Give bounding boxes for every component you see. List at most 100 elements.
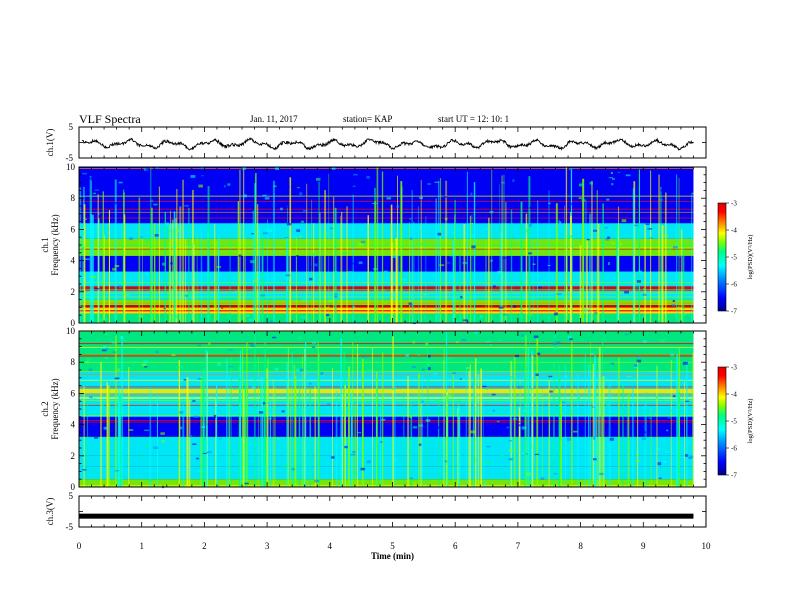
ch2-speckle <box>548 375 553 378</box>
ch2-speckle <box>642 431 647 434</box>
ch1-tone-line <box>79 211 694 213</box>
ch1-sferic-streak <box>658 174 660 323</box>
ch1-speckle <box>674 313 677 316</box>
ch2-sferic-streak <box>215 384 218 487</box>
ch1-sferic-streak <box>597 223 600 323</box>
ch2-sferic-streak <box>269 400 272 487</box>
ch1-speckle <box>163 308 166 310</box>
ch2-speckle <box>628 480 633 483</box>
ch1-speckle <box>378 258 382 262</box>
ch1-sferic-streak <box>123 192 125 323</box>
ch2-sferic-streak <box>128 367 130 487</box>
ch2-speckle <box>486 445 491 448</box>
ch2-sferic-streak <box>244 382 247 487</box>
ch2-sferic-streak <box>457 401 459 487</box>
ch1-speckle <box>607 236 611 239</box>
ch2-sferic-streak <box>274 386 276 487</box>
ch2-speckle <box>267 402 270 405</box>
ch1-sferic-streak <box>318 181 320 323</box>
ch2-speckle <box>432 372 438 376</box>
ch1-speckle <box>490 259 493 262</box>
ch1-speckle <box>351 262 356 265</box>
ch2-speckle <box>636 359 642 363</box>
ch2-speckle <box>128 429 134 431</box>
ch2-speckle <box>105 347 109 350</box>
ch1-speckle <box>358 243 363 246</box>
ch1-sferic-streak <box>644 224 646 323</box>
ch2-sferic-streak <box>518 407 521 487</box>
ch1-tone-line <box>79 310 694 311</box>
ch1-speckle <box>114 264 120 268</box>
x-tick-label: 7 <box>516 541 521 551</box>
ch1-speckle <box>144 240 149 243</box>
ch2-sferic-streak <box>314 386 316 487</box>
ch2-sferic-streak <box>632 388 634 487</box>
ch1-speckle <box>111 231 117 233</box>
ch1-speckle <box>501 182 505 184</box>
ch1-sferic-streak <box>616 223 619 323</box>
ch1-sferic-streak <box>491 169 493 323</box>
ch1-speckle <box>260 294 266 297</box>
ch2-speckle <box>125 458 129 461</box>
ch2-speckle <box>86 361 90 364</box>
ch2-speckle <box>492 409 496 412</box>
ch2-speckle <box>537 352 541 356</box>
ch2-sferic-streak <box>513 355 516 487</box>
ch2-speckle <box>609 437 614 441</box>
ch2-speckle <box>256 409 261 411</box>
ch1-speckle <box>548 202 551 205</box>
ch1-speckle <box>452 231 455 234</box>
ch2-speckle <box>435 426 440 429</box>
ch1-speckle <box>594 311 598 315</box>
ch2-speckle <box>642 340 647 343</box>
ch2-sferic-streak <box>646 391 647 487</box>
ch2-sferic-streak <box>291 352 293 487</box>
ch1-speckle <box>434 181 439 183</box>
ch1-sferic-streak <box>229 236 231 323</box>
ch2-speckle <box>682 361 688 365</box>
ch2-sferic-streak <box>348 366 350 487</box>
ch1-sferic-streak <box>454 199 457 323</box>
ch2-tone-line <box>79 331 694 332</box>
ch1-speckle <box>233 290 238 294</box>
ch2-speckle <box>521 333 525 337</box>
ch2-speckle <box>529 387 535 390</box>
ch1-tone-line <box>79 282 694 284</box>
start-time-label: start UT = 12: 10: 1 <box>438 114 510 124</box>
ch2-speckle <box>144 446 149 448</box>
ch2-sferic-streak <box>472 385 475 487</box>
ch1-sferic-streak <box>665 192 667 323</box>
ch2-speckle <box>581 339 585 341</box>
ch1-speckle <box>230 313 235 315</box>
ch1-speckle <box>446 262 451 264</box>
ch2-speckle <box>185 467 188 470</box>
ch2-sferic-streak <box>290 386 292 487</box>
ch1-speckle <box>402 278 407 281</box>
ch1-speckle <box>642 293 647 296</box>
ch2-sferic-streak <box>118 401 121 487</box>
ch1-sferic-streak <box>215 240 218 323</box>
ch1-sferic-streak <box>306 183 308 323</box>
ch2-speckle <box>216 484 220 486</box>
ch2-y-tick-label: 4 <box>71 420 76 430</box>
ch1-sferic-streak <box>510 209 513 323</box>
ch2-speckle <box>418 424 424 427</box>
ch1-speckle <box>241 167 246 170</box>
ch1-band <box>79 305 694 309</box>
ch2-speckle <box>218 438 222 440</box>
ch2-sferic-streak <box>468 370 470 487</box>
ch1-speckle <box>250 260 255 264</box>
ch2-speckle <box>198 470 204 473</box>
ch1-speckle <box>165 222 170 226</box>
ch2-speckle <box>262 402 266 405</box>
ch2-speckle <box>179 410 184 414</box>
ch1-speckle <box>360 240 366 244</box>
ch1-speckle <box>184 205 189 207</box>
ch1-speckle <box>617 242 623 246</box>
ch1-sferic-streak <box>168 224 171 323</box>
ch1-speckle <box>408 302 412 305</box>
ch2-y-axis-label: Frequency (kHz) <box>50 378 60 439</box>
ch2-speckle <box>485 388 489 391</box>
ch1-tone-line <box>79 290 694 291</box>
ch2-speckle <box>291 468 295 471</box>
